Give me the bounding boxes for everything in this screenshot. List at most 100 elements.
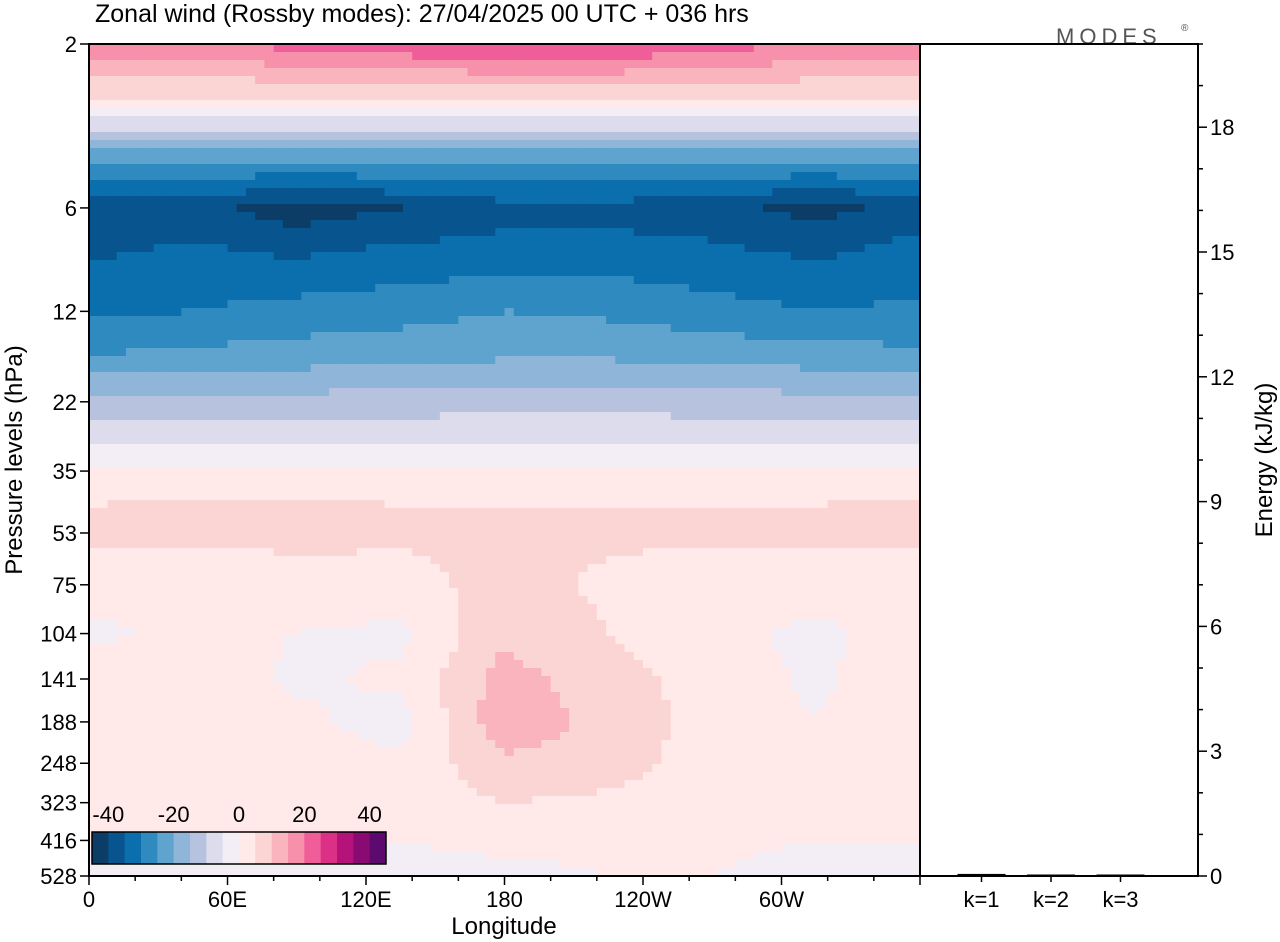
heatmap-cell	[412, 348, 422, 357]
heatmap-cell	[98, 68, 109, 77]
heatmap-cell	[486, 380, 496, 389]
heatmap-cell	[689, 332, 699, 341]
heatmap-cell	[541, 44, 552, 53]
heatmap-cell	[809, 60, 820, 69]
heatmap-cell	[504, 204, 515, 213]
heatmap-cell	[402, 380, 413, 389]
heatmap-cell	[310, 324, 321, 333]
heatmap-cell	[421, 68, 432, 77]
heatmap-cell	[652, 372, 663, 381]
heatmap-cell	[532, 260, 543, 269]
heatmap-cell	[227, 476, 238, 485]
heatmap-cell	[781, 84, 792, 93]
heatmap-cell	[670, 220, 681, 229]
heatmap-cell	[181, 300, 192, 309]
heatmap-cell	[670, 60, 681, 69]
heatmap-cell	[615, 316, 626, 325]
heatmap-cell	[873, 180, 884, 189]
heatmap-cell	[504, 276, 515, 285]
heatmap-cell	[458, 260, 469, 269]
heatmap-cell	[799, 436, 810, 445]
heatmap-cell	[393, 164, 404, 173]
heatmap-cell	[162, 220, 173, 229]
heatmap-cell	[227, 268, 238, 277]
heatmap-cell	[679, 444, 690, 453]
heatmap-cell	[107, 116, 118, 125]
heatmap-cell	[135, 268, 145, 277]
heatmap-cell	[319, 404, 330, 413]
heatmap-cell	[430, 116, 441, 125]
heatmap-cell	[799, 364, 810, 373]
heatmap-cell	[836, 468, 847, 477]
heatmap-cell	[181, 188, 192, 197]
heatmap-cell	[772, 92, 783, 101]
heatmap-cell	[421, 84, 432, 93]
heatmap-cell	[236, 268, 247, 277]
heatmap-cell	[375, 148, 386, 157]
heatmap-cell	[366, 316, 376, 325]
heatmap-cell	[883, 188, 893, 197]
heatmap-cell	[864, 300, 875, 309]
heatmap-cell	[366, 420, 376, 429]
heatmap-cell	[864, 204, 875, 213]
heatmap-cell	[199, 292, 210, 301]
heatmap-cell	[873, 364, 884, 373]
heatmap-cell	[846, 156, 856, 165]
heatmap-cell	[273, 228, 284, 237]
heatmap-cell	[338, 68, 349, 77]
heatmap-cell	[799, 124, 810, 133]
heatmap-cell	[744, 148, 755, 157]
heatmap-cell	[264, 388, 275, 397]
heatmap-cell	[670, 444, 681, 453]
heatmap-cell	[633, 132, 644, 141]
heatmap-cell	[430, 428, 441, 437]
heatmap-cell	[596, 428, 607, 437]
heatmap-cell	[199, 172, 210, 181]
heatmap-cell	[209, 276, 219, 285]
heatmap-cell	[883, 116, 893, 125]
heatmap-cell	[652, 92, 663, 101]
heatmap-cell	[679, 52, 690, 61]
heatmap-cell	[486, 444, 496, 453]
heatmap-cell	[282, 84, 293, 93]
heatmap-cell	[532, 236, 543, 245]
heatmap-cell	[781, 404, 792, 413]
heatmap-cell	[319, 92, 330, 101]
heatmap-cell	[384, 332, 395, 341]
heatmap-cell	[366, 140, 376, 149]
heatmap-cell	[799, 244, 810, 253]
heatmap-cell	[439, 44, 450, 53]
heatmap-cell	[522, 148, 533, 157]
heatmap-cell	[264, 348, 275, 357]
heatmap-cell	[883, 444, 893, 453]
heatmap-cell	[716, 340, 727, 349]
heatmap-cell	[162, 460, 173, 469]
heatmap-cell	[421, 172, 432, 181]
heatmap-cell	[301, 412, 312, 421]
heatmap-cell	[439, 204, 450, 213]
heatmap-cell	[375, 372, 386, 381]
heatmap-cell	[633, 268, 644, 277]
heatmap-cell	[698, 164, 709, 173]
heatmap-cell	[236, 172, 247, 181]
heatmap-cell	[892, 68, 903, 77]
heatmap-cell	[670, 340, 681, 349]
heatmap-cell	[855, 364, 866, 373]
heatmap-cell	[606, 252, 616, 261]
heatmap-cell	[698, 108, 709, 117]
heatmap-cell	[790, 380, 801, 389]
heatmap-cell	[550, 436, 561, 445]
heatmap-cell	[643, 324, 653, 333]
heatmap-cell	[855, 404, 866, 413]
heatmap-cell	[190, 292, 201, 301]
heatmap-cell	[393, 268, 404, 277]
heatmap-cell	[513, 116, 524, 125]
heatmap-cell	[855, 308, 866, 317]
heatmap-cell	[199, 140, 210, 149]
heatmap-cell	[439, 52, 450, 61]
heatmap-cell	[698, 420, 709, 429]
heatmap-cell	[282, 436, 293, 445]
heatmap-cell	[855, 316, 866, 325]
heatmap-cell	[329, 84, 339, 93]
heatmap-cell	[744, 348, 755, 357]
